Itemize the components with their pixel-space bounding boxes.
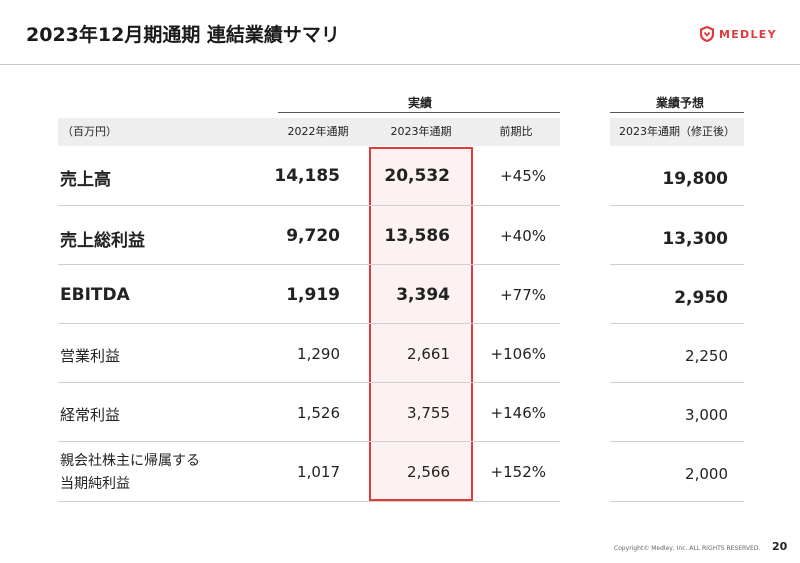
row-label-net-income: 親会社株主に帰属する 当期純利益	[60, 450, 200, 496]
cell-forecast: 3,000	[685, 406, 728, 424]
row-label-net-income-line1: 親会社株主に帰属する	[60, 453, 200, 469]
cell-fy2022: 9,720	[286, 226, 340, 246]
copyright-text: Copyright© Medley, Inc. ALL RIGHTS RESER…	[614, 545, 761, 552]
row-divider	[58, 264, 560, 265]
cell-fy2023: 2,566	[407, 463, 450, 481]
cell-yoy: +77%	[500, 286, 546, 304]
row-divider	[610, 205, 744, 206]
row-divider	[58, 323, 560, 324]
group-label-forecast: 業績予想	[655, 96, 704, 110]
medley-logo: MEDLEY	[700, 26, 777, 42]
cell-fy2023: 20,532	[384, 166, 450, 186]
column-header-forecast: 2023年通期（修正後）	[619, 125, 735, 138]
row-label-revenue: 売上高	[60, 170, 111, 190]
cell-yoy: +152%	[490, 463, 546, 481]
page-number: 20	[772, 540, 788, 553]
row-divider	[610, 323, 744, 324]
cell-yoy: +106%	[490, 345, 546, 363]
cell-fy2022: 1,526	[297, 404, 340, 422]
row-divider	[58, 205, 560, 206]
logo-text: MEDLEY	[719, 27, 777, 41]
page-title: 2023年12月期通期 連結業績サマリ	[26, 24, 340, 46]
row-label-ebitda: EBITDA	[60, 285, 130, 305]
cell-fy2022: 14,185	[274, 166, 340, 186]
cell-forecast: 2,000	[685, 465, 728, 483]
unit-label: （百万円）	[62, 125, 117, 138]
row-label-operating-income: 営業利益	[60, 347, 121, 365]
cell-yoy: +40%	[500, 227, 546, 245]
cell-fy2023: 3,755	[407, 404, 450, 422]
column-header-band-forecast	[610, 118, 744, 146]
cell-fy2022: 1,017	[297, 463, 340, 481]
row-divider	[610, 382, 744, 383]
row-divider	[58, 441, 560, 442]
row-label-gross-profit: 売上総利益	[60, 231, 145, 251]
group-rule-actual	[278, 112, 560, 113]
cell-fy2023: 2,661	[407, 345, 450, 363]
row-divider	[610, 264, 744, 265]
column-header-yoy: 前期比	[499, 125, 533, 138]
column-header-band	[58, 118, 560, 146]
row-label-ordinary-income: 経常利益	[60, 406, 121, 424]
cell-forecast: 19,800	[662, 169, 728, 189]
cell-fy2022: 1,290	[297, 345, 340, 363]
cell-fy2023: 13,586	[384, 226, 450, 246]
header-divider	[0, 64, 800, 65]
cell-yoy: +146%	[490, 404, 546, 422]
column-header-fy2023: 2023年通期	[390, 125, 452, 138]
fy2023-highlight-box	[369, 147, 473, 501]
cell-forecast: 2,950	[674, 288, 728, 308]
cell-fy2022: 1,919	[286, 285, 340, 305]
column-header-fy2022: 2022年通期	[287, 125, 349, 138]
row-divider	[610, 501, 744, 502]
row-divider	[58, 501, 560, 502]
cell-fy2023: 3,394	[396, 285, 450, 305]
row-divider	[610, 441, 744, 442]
cell-yoy: +45%	[500, 167, 546, 185]
group-rule-forecast	[610, 112, 744, 113]
row-label-net-income-line2: 当期純利益	[60, 476, 130, 492]
row-divider	[58, 382, 560, 383]
cell-forecast: 2,250	[685, 347, 728, 365]
cell-forecast: 13,300	[662, 229, 728, 249]
group-label-actual: 実績	[407, 96, 432, 110]
medley-shield-icon	[700, 26, 714, 42]
